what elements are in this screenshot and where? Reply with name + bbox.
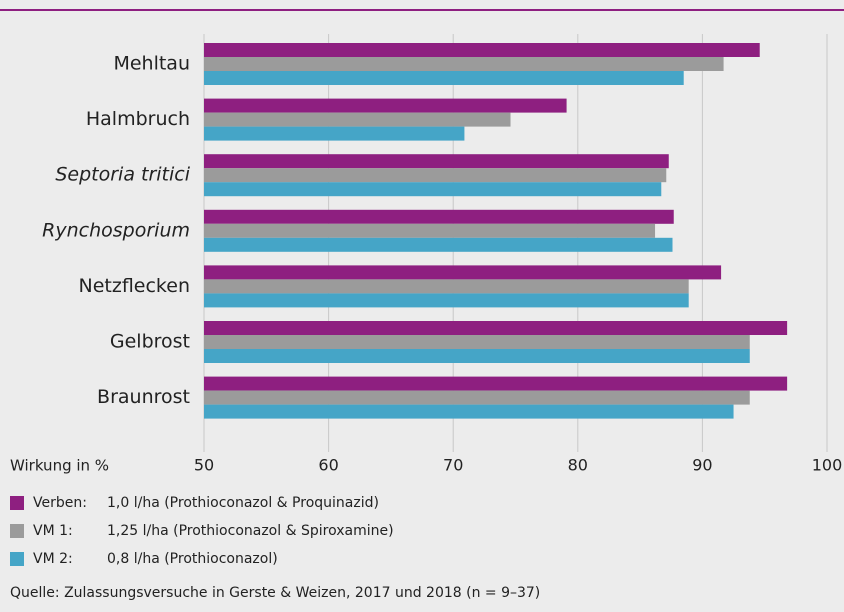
x-tick-label: 60 [318,456,338,475]
legend-swatch [10,524,24,538]
bar [204,223,656,238]
legend-name: VM 2: [33,551,73,567]
bar [204,43,760,57]
bar [204,182,662,197]
x-tick-label: 100 [812,456,843,475]
bar [204,376,788,391]
bar [204,279,689,294]
bar [204,349,750,363]
category-label: Braunrost [97,386,190,408]
legend-name: Verben: [33,495,87,511]
legend-swatch [10,552,24,566]
category-label: Gelbrost [110,331,190,353]
x-tick-label: 90 [692,456,712,475]
x-axis-label: Wirkung in % [10,457,109,475]
bar [204,265,722,280]
bar [204,98,567,113]
legend-description: 0,8 l/ha (Prothioconazol) [107,551,278,567]
legend-swatch [10,496,24,510]
bar [204,71,684,85]
category-label: Halmbruch [86,108,190,130]
bar [204,57,724,71]
bar [204,293,689,308]
x-tick-label: 80 [568,456,588,475]
bar [204,126,465,141]
bar [204,404,734,419]
x-tick-label: 70 [443,456,463,475]
category-label: Rynchosporium [42,219,190,241]
source-note: Quelle: Zulassungsversuche in Gerste & W… [10,585,540,601]
legend-name: VM 1: [33,523,73,539]
bar [204,168,667,183]
bar [204,390,750,405]
bar [204,209,674,224]
bar [204,321,788,335]
bar [204,154,669,169]
bar [204,112,511,127]
legend-description: 1,0 l/ha (Prothioconazol & Proquinazid) [107,495,379,511]
bar [204,335,750,349]
x-tick-label: 50 [194,456,214,475]
category-label: Mehltau [113,53,190,75]
legend-description: 1,25 l/ha (Prothioconazol & Spiroxamine) [107,523,394,539]
category-label: Septoria tritici [55,164,190,186]
bar [204,237,673,252]
category-label: Netzflecken [79,275,191,297]
